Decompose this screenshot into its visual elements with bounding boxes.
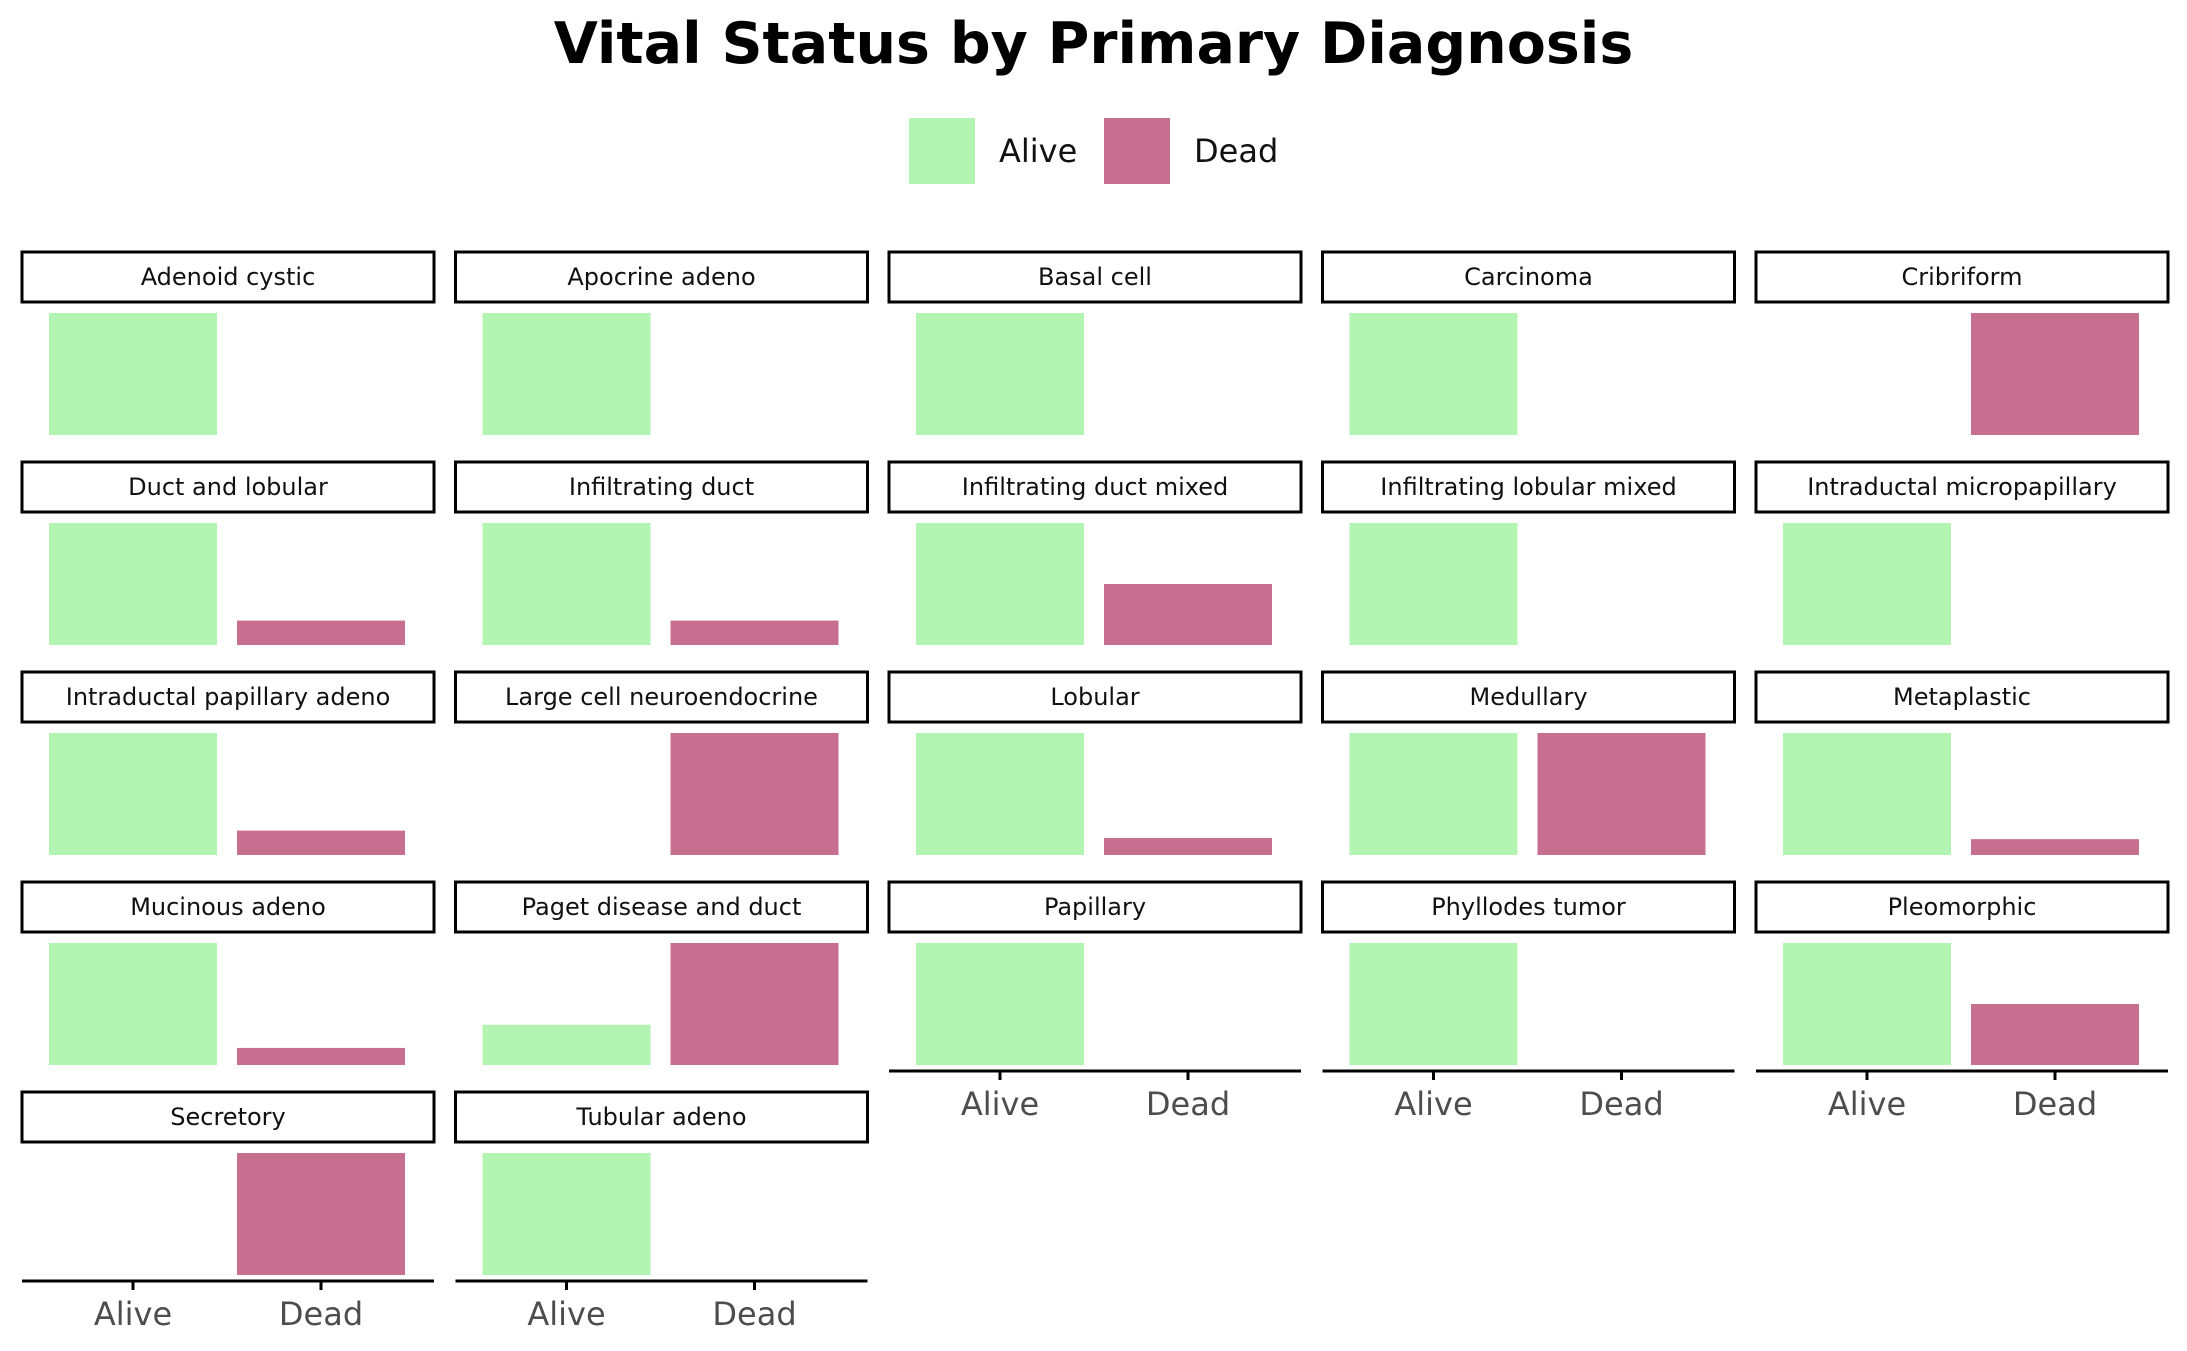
x-tick-label-secretory-dead: Dead xyxy=(279,1295,363,1333)
x-tick-label-papillary-alive: Alive xyxy=(961,1085,1039,1123)
x-tick-label-secretory-alive: Alive xyxy=(94,1295,172,1333)
facet-label-adenoid-cystic: Adenoid cystic xyxy=(141,263,316,291)
bar-adenoid-cystic-alive xyxy=(49,313,217,435)
facet-label-pleomorphic: Pleomorphic xyxy=(1888,893,2037,921)
facet-strip-intraductal-micropapillary xyxy=(1754,460,2170,514)
bar-infiltrating-duct-dead xyxy=(670,620,839,645)
facet-label-secretory: Secretory xyxy=(170,1103,285,1131)
bar-intraductal-micropapillary-alive xyxy=(1783,523,1951,645)
facet-strip-metaplastic xyxy=(1754,670,2170,724)
legend-label-dead: Dead xyxy=(1194,132,1279,170)
x-tick-label-tubular-adeno-alive: Alive xyxy=(527,1295,605,1333)
facet-strip-cribriform xyxy=(1754,250,2170,304)
facet-strip-lobular xyxy=(887,670,1303,724)
bar-infiltrating-duct-mixed-dead xyxy=(1104,584,1272,645)
facet-strip-tubular-adeno xyxy=(454,1090,869,1144)
bar-large-cell-neuroendocrine-dead xyxy=(670,733,839,855)
bar-pleomorphic-alive xyxy=(1783,943,1951,1065)
facet-label-mucinous-adeno: Mucinous adeno xyxy=(130,893,326,921)
facet-label-medullary: Medullary xyxy=(1469,683,1587,711)
bar-paget-disease-and-duct-alive xyxy=(482,1024,651,1065)
bar-mucinous-adeno-alive xyxy=(49,943,217,1065)
x-tick-label-pleomorphic-alive: Alive xyxy=(1828,1085,1906,1123)
bar-mucinous-adeno-dead xyxy=(237,1047,405,1065)
bar-lobular-dead xyxy=(1104,837,1272,855)
chart-title: Vital Status by Primary Diagnosis xyxy=(553,11,1634,77)
facet-strip-infiltrating-lobular-mixed xyxy=(1321,460,1736,514)
facet-label-carcinoma: Carcinoma xyxy=(1464,263,1593,291)
bar-intraductal-papillary-adeno-dead xyxy=(237,830,405,855)
facet-strip-duct-and-lobular xyxy=(20,460,436,514)
bar-metaplastic-alive xyxy=(1783,733,1951,855)
facet-label-infiltrating-lobular-mixed: Infiltrating lobular mixed xyxy=(1380,473,1676,501)
bar-medullary-dead xyxy=(1537,733,1706,855)
x-tick-label-tubular-adeno-dead: Dead xyxy=(712,1295,796,1333)
facet-label-paget-disease-and-duct: Paget disease and duct xyxy=(522,893,802,921)
bar-papillary-alive xyxy=(916,943,1084,1065)
bar-lobular-alive xyxy=(916,733,1084,855)
facet-strip-medullary xyxy=(1321,670,1736,724)
bar-medullary-alive xyxy=(1349,733,1518,855)
facet-label-large-cell-neuroendocrine: Large cell neuroendocrine xyxy=(505,683,818,711)
facet-label-intraductal-papillary-adeno: Intraductal papillary adeno xyxy=(66,683,391,711)
bar-duct-and-lobular-alive xyxy=(49,523,217,645)
bar-infiltrating-duct-alive xyxy=(482,523,651,645)
facet-strip-phyllodes-tumor xyxy=(1321,880,1736,934)
bar-secretory-dead xyxy=(237,1153,405,1275)
bar-tubular-adeno-alive xyxy=(482,1153,651,1275)
facet-strip-intraductal-papillary-adeno xyxy=(20,670,436,724)
facet-label-papillary: Papillary xyxy=(1044,893,1146,921)
bar-infiltrating-lobular-mixed-alive xyxy=(1349,523,1518,645)
facet-label-phyllodes-tumor: Phyllodes tumor xyxy=(1431,893,1626,921)
facet-label-duct-and-lobular: Duct and lobular xyxy=(128,473,328,501)
bar-basal-cell-alive xyxy=(916,313,1084,435)
bar-paget-disease-and-duct-dead xyxy=(670,943,839,1065)
facet-strip-infiltrating-duct-mixed xyxy=(887,460,1303,514)
facet-strip-paget-disease-and-duct xyxy=(454,880,869,934)
facet-label-cribriform: Cribriform xyxy=(1901,263,2022,291)
facet-label-tubular-adeno: Tubular adeno xyxy=(575,1103,746,1131)
x-tick-label-phyllodes-tumor-alive: Alive xyxy=(1394,1085,1472,1123)
legend-swatch-dead xyxy=(1104,118,1170,184)
bar-metaplastic-dead xyxy=(1971,839,2139,855)
x-tick-label-papillary-dead: Dead xyxy=(1146,1085,1230,1123)
facet-label-lobular: Lobular xyxy=(1050,683,1139,711)
facet-strip-carcinoma xyxy=(1321,250,1736,304)
x-tick-label-phyllodes-tumor-dead: Dead xyxy=(1579,1085,1663,1123)
facet-label-apocrine-adeno: Apocrine adeno xyxy=(567,263,755,291)
facet-strip-mucinous-adeno xyxy=(20,880,436,934)
bar-phyllodes-tumor-alive xyxy=(1349,943,1518,1065)
legend: Alive Dead xyxy=(0,118,2187,186)
facet-strip-papillary xyxy=(887,880,1303,934)
facet-strip-large-cell-neuroendocrine xyxy=(454,670,869,724)
bar-pleomorphic-dead xyxy=(1971,1004,2139,1065)
facet-label-infiltrating-duct-mixed: Infiltrating duct mixed xyxy=(962,473,1228,501)
facet-label-infiltrating-duct: Infiltrating duct xyxy=(569,473,754,501)
facet-strip-adenoid-cystic xyxy=(20,250,436,304)
legend-swatch-alive xyxy=(909,118,975,184)
bar-intraductal-papillary-adeno-alive xyxy=(49,733,217,855)
facet-strip-infiltrating-duct xyxy=(454,460,869,514)
bar-apocrine-adeno-alive xyxy=(482,313,651,435)
facet-label-basal-cell: Basal cell xyxy=(1038,263,1152,291)
x-tick-label-pleomorphic-dead: Dead xyxy=(2013,1085,2097,1123)
bar-duct-and-lobular-dead xyxy=(237,620,405,645)
facet-label-intraductal-micropapillary: Intraductal micropapillary xyxy=(1807,473,2117,501)
facet-strip-apocrine-adeno xyxy=(454,250,869,304)
facet-strip-basal-cell xyxy=(887,250,1303,304)
bar-carcinoma-alive xyxy=(1349,313,1518,435)
bar-infiltrating-duct-mixed-alive xyxy=(916,523,1084,645)
facet-strip-pleomorphic xyxy=(1754,880,2170,934)
bar-cribriform-dead xyxy=(1971,313,2139,435)
facet-strip-secretory xyxy=(20,1090,436,1144)
facet-label-metaplastic: Metaplastic xyxy=(1893,683,2031,711)
legend-label-alive: Alive xyxy=(999,132,1078,170)
